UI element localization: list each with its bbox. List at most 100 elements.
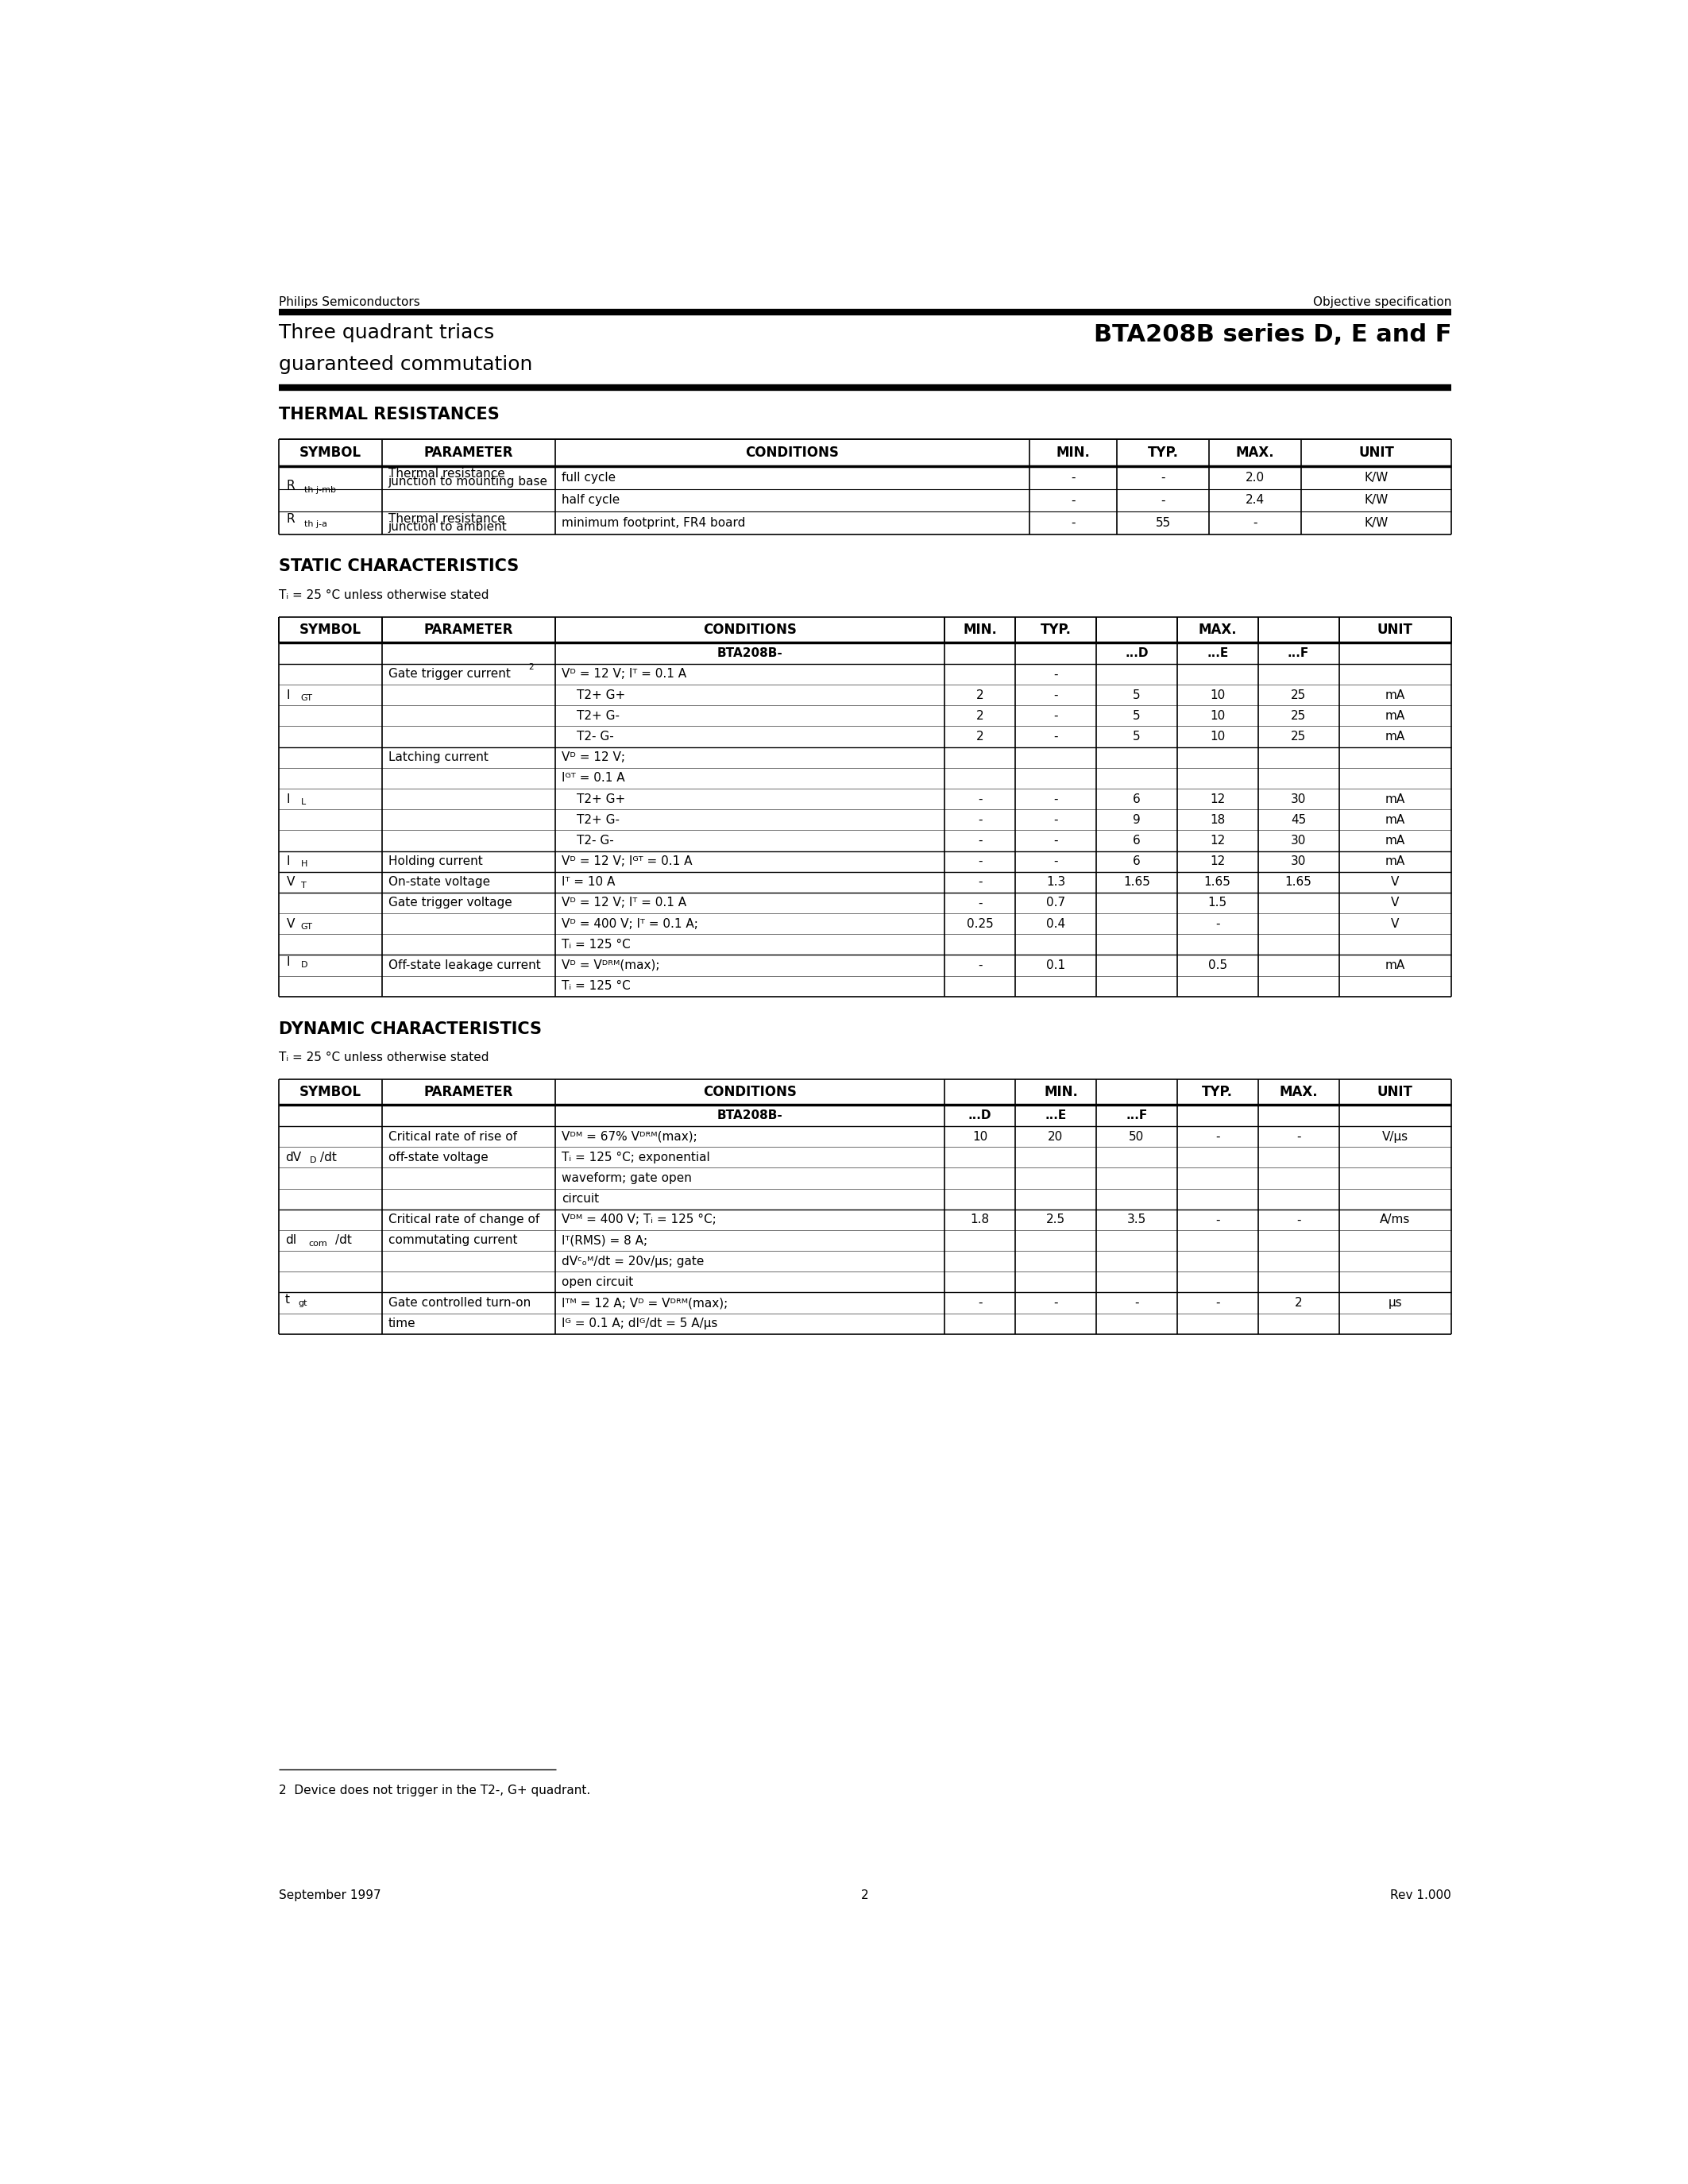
Text: V/μs: V/μs: [1382, 1131, 1408, 1142]
Text: TYP.: TYP.: [1202, 1085, 1232, 1099]
Text: TYP.: TYP.: [1040, 622, 1072, 638]
Text: 2.5: 2.5: [1047, 1214, 1065, 1225]
Text: Gate trigger current: Gate trigger current: [388, 668, 510, 679]
Text: -: -: [1053, 710, 1058, 721]
Text: Tᵢ = 25 °C unless otherwise stated: Tᵢ = 25 °C unless otherwise stated: [279, 1051, 490, 1064]
Text: 0.5: 0.5: [1209, 959, 1227, 972]
Text: -: -: [1053, 856, 1058, 867]
Text: Iᵀ = 10 A: Iᵀ = 10 A: [562, 876, 614, 889]
Text: UNIT: UNIT: [1377, 622, 1413, 638]
Text: 1.65: 1.65: [1123, 876, 1150, 889]
Text: Iᴳ = 0.1 A; dIᴳ/dt = 5 A/μs: Iᴳ = 0.1 A; dIᴳ/dt = 5 A/μs: [562, 1317, 717, 1330]
Text: UNIT: UNIT: [1359, 446, 1394, 459]
Text: /dt: /dt: [336, 1234, 351, 1247]
Text: STATIC CHARACTERISTICS: STATIC CHARACTERISTICS: [279, 559, 518, 574]
Text: T2+ G-: T2+ G-: [577, 815, 619, 826]
Text: full cycle: full cycle: [562, 472, 616, 483]
Text: A/ms: A/ms: [1381, 1214, 1411, 1225]
Text: 2: 2: [861, 1889, 869, 1900]
Text: junction to ambient: junction to ambient: [388, 520, 506, 533]
Text: 5: 5: [1133, 732, 1141, 743]
Text: dV: dV: [285, 1151, 300, 1164]
Text: -: -: [1161, 494, 1165, 507]
Text: K/W: K/W: [1364, 472, 1389, 483]
Text: -: -: [1072, 518, 1075, 529]
Text: mA: mA: [1386, 710, 1404, 721]
Text: 0.1: 0.1: [1047, 959, 1065, 972]
Text: MAX.: MAX.: [1236, 446, 1274, 459]
Text: Vᴰ = 12 V; Iᵀ = 0.1 A: Vᴰ = 12 V; Iᵀ = 0.1 A: [562, 668, 687, 679]
Text: ...E: ...E: [1207, 646, 1229, 660]
Text: 3.5: 3.5: [1128, 1214, 1146, 1225]
Text: V: V: [1391, 917, 1399, 930]
Text: Tᵢ = 125 °C: Tᵢ = 125 °C: [562, 981, 631, 992]
Text: V: V: [287, 917, 295, 930]
Text: 55: 55: [1155, 518, 1170, 529]
Text: Objective specification: Objective specification: [1313, 297, 1452, 308]
Text: 2.0: 2.0: [1246, 472, 1264, 483]
Text: -: -: [977, 876, 982, 889]
Text: R: R: [285, 478, 294, 491]
Text: minimum footprint, FR4 board: minimum footprint, FR4 board: [562, 518, 746, 529]
Text: circuit: circuit: [562, 1192, 599, 1206]
Text: 18: 18: [1210, 815, 1225, 826]
Text: K/W: K/W: [1364, 518, 1389, 529]
Text: Tᵢ = 125 °C; exponential: Tᵢ = 125 °C; exponential: [562, 1151, 711, 1164]
Text: R: R: [285, 513, 294, 524]
Text: September 1997: September 1997: [279, 1889, 381, 1900]
Text: ...E: ...E: [1045, 1109, 1067, 1120]
Text: K/W: K/W: [1364, 494, 1389, 507]
Text: V: V: [1391, 876, 1399, 889]
Text: I: I: [287, 793, 290, 806]
Text: 2: 2: [976, 710, 984, 721]
Text: Iᵀ(RMS) = 8 A;: Iᵀ(RMS) = 8 A;: [562, 1234, 648, 1247]
Text: I: I: [287, 856, 290, 867]
Text: -: -: [977, 856, 982, 867]
Text: BTA208B-: BTA208B-: [717, 646, 783, 660]
Text: Vᴰᴹ = 400 V; Tᵢ = 125 °C;: Vᴰᴹ = 400 V; Tᵢ = 125 °C;: [562, 1214, 716, 1225]
Text: SYMBOL: SYMBOL: [299, 622, 361, 638]
Text: dI: dI: [285, 1234, 295, 1247]
Text: 25: 25: [1291, 690, 1307, 701]
Text: mA: mA: [1386, 732, 1404, 743]
Text: Vᴰ = 12 V; Iᵀ = 0.1 A: Vᴰ = 12 V; Iᵀ = 0.1 A: [562, 898, 687, 909]
Text: -: -: [1296, 1214, 1301, 1225]
Text: Critical rate of rise of: Critical rate of rise of: [388, 1131, 517, 1142]
Text: waveform; gate open: waveform; gate open: [562, 1173, 692, 1184]
Text: D: D: [309, 1158, 316, 1164]
Text: half cycle: half cycle: [562, 494, 619, 507]
Text: Iᵀᴹ = 12 A; Vᴰ = Vᴰᴿᴹ(max);: Iᵀᴹ = 12 A; Vᴰ = Vᴰᴿᴹ(max);: [562, 1297, 728, 1308]
Text: Thermal resistance: Thermal resistance: [388, 513, 505, 524]
Text: th j‑a: th j‑a: [304, 520, 327, 529]
Text: -: -: [1053, 793, 1058, 806]
Text: Vᴰᴹ = 67% Vᴰᴿᴹ(max);: Vᴰᴹ = 67% Vᴰᴿᴹ(max);: [562, 1131, 697, 1142]
Text: Gate trigger voltage: Gate trigger voltage: [388, 898, 511, 909]
Text: -: -: [977, 1297, 982, 1308]
Text: -: -: [1053, 690, 1058, 701]
Text: 30: 30: [1291, 834, 1307, 847]
Text: 10: 10: [972, 1131, 987, 1142]
Text: off-state voltage: off-state voltage: [388, 1151, 488, 1164]
Text: 1.8: 1.8: [971, 1214, 989, 1225]
Text: -: -: [1053, 732, 1058, 743]
Text: guaranteed commutation: guaranteed commutation: [279, 356, 532, 373]
Text: Vᴰ = 12 V;: Vᴰ = 12 V;: [562, 751, 625, 764]
Text: 10: 10: [1210, 710, 1225, 721]
Text: Off-state leakage current: Off-state leakage current: [388, 959, 540, 972]
Text: SYMBOL: SYMBOL: [299, 446, 361, 459]
Text: TYP.: TYP.: [1148, 446, 1178, 459]
Text: -: -: [977, 815, 982, 826]
Text: Iᴳᵀ = 0.1 A: Iᴳᵀ = 0.1 A: [562, 773, 625, 784]
Text: 0.25: 0.25: [967, 917, 994, 930]
Text: mA: mA: [1386, 959, 1404, 972]
Text: THERMAL RESISTANCES: THERMAL RESISTANCES: [279, 406, 500, 424]
Text: -: -: [1072, 494, 1075, 507]
Text: μs: μs: [1388, 1297, 1403, 1308]
Text: T2- G-: T2- G-: [577, 732, 614, 743]
Text: -: -: [1252, 518, 1258, 529]
Text: -: -: [977, 898, 982, 909]
Text: T2+ G+: T2+ G+: [577, 690, 626, 701]
Text: time: time: [388, 1317, 415, 1330]
Text: -: -: [1053, 1297, 1058, 1308]
Text: th j‑mb: th j‑mb: [304, 487, 336, 494]
